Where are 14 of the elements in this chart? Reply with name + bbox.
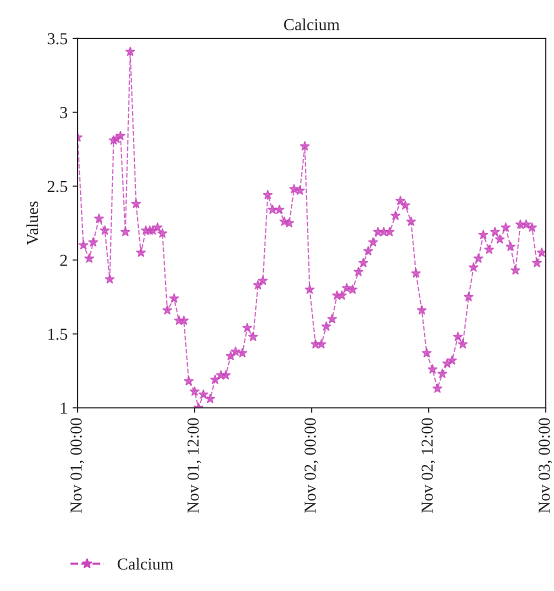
- y-tick-label: 1: [60, 402, 67, 414]
- y-axis-title: Values: [26, 201, 38, 246]
- x-tick-label: Nov 03, 00:00: [538, 418, 552, 513]
- y-tick-label: 3.5: [48, 33, 68, 44]
- y-tick-label: 2.5: [48, 180, 68, 192]
- x-tick-label: Nov 02, 12:00: [422, 418, 436, 513]
- y-tick-label: 1.5: [48, 328, 68, 340]
- x-tick-label: Nov 01, 12:00: [188, 418, 202, 513]
- x-tick-label: Nov 02, 00:00: [304, 418, 318, 513]
- legend-label: Calcium: [118, 558, 174, 570]
- x-tick-label: Nov 01, 00:00: [70, 418, 84, 513]
- y-tick-label: 2: [60, 254, 67, 266]
- chart-title: Calcium: [284, 18, 340, 30]
- y-tick-label: 3: [60, 107, 68, 118]
